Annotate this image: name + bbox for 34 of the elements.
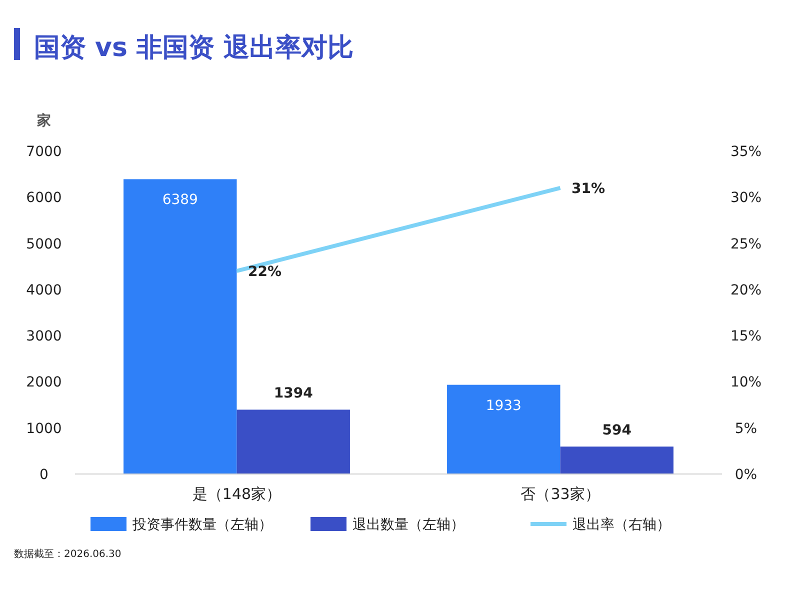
data-label: 1933 [486,398,522,414]
legend-label: 退出数量（左轴） [352,517,464,533]
y2-tick-label: 25% [730,236,762,252]
y-tick-label: 0 [40,467,48,483]
bar [447,384,560,474]
legend-label: 退出率（右轴） [572,517,670,533]
y2-tick-label: 5% [734,420,758,437]
x-tick-label: 否（33家） [520,485,600,503]
bar [124,179,237,474]
y2-tick-label: 10% [730,374,762,391]
y2-tick-label: 30% [730,190,762,206]
data-label: 31% [571,180,606,197]
chart-title: 国资 vs 非国资 退出率对比 [34,33,354,63]
legend-label: 投资事件数量（左轴） [132,517,272,533]
y2-tick-label: 20% [730,282,762,298]
y-tick-label: 4000 [26,282,62,298]
data-label: 6389 [162,192,198,208]
bar [560,446,674,474]
y2-tick-label: 15% [730,328,762,345]
y-tick-label: 2000 [26,374,62,391]
y-tick-label: 1000 [26,420,62,437]
y-tick-label: 3000 [26,328,62,345]
y-tick-label: 6000 [26,190,62,206]
bar [236,410,350,474]
data-label: 1394 [274,386,314,402]
y2-tick-label: 0% [734,467,758,483]
data-label: 594 [602,422,632,439]
y-axis-title: 家 [36,112,51,129]
text: 数据截至：2026.06.30 [14,548,122,560]
data-label: 22% [248,264,282,280]
x-tick-label: 是（148家） [192,485,282,503]
y2-tick-label: 35% [730,144,762,160]
y-tick-label: 7000 [26,144,62,160]
y-tick-label: 5000 [26,236,62,252]
